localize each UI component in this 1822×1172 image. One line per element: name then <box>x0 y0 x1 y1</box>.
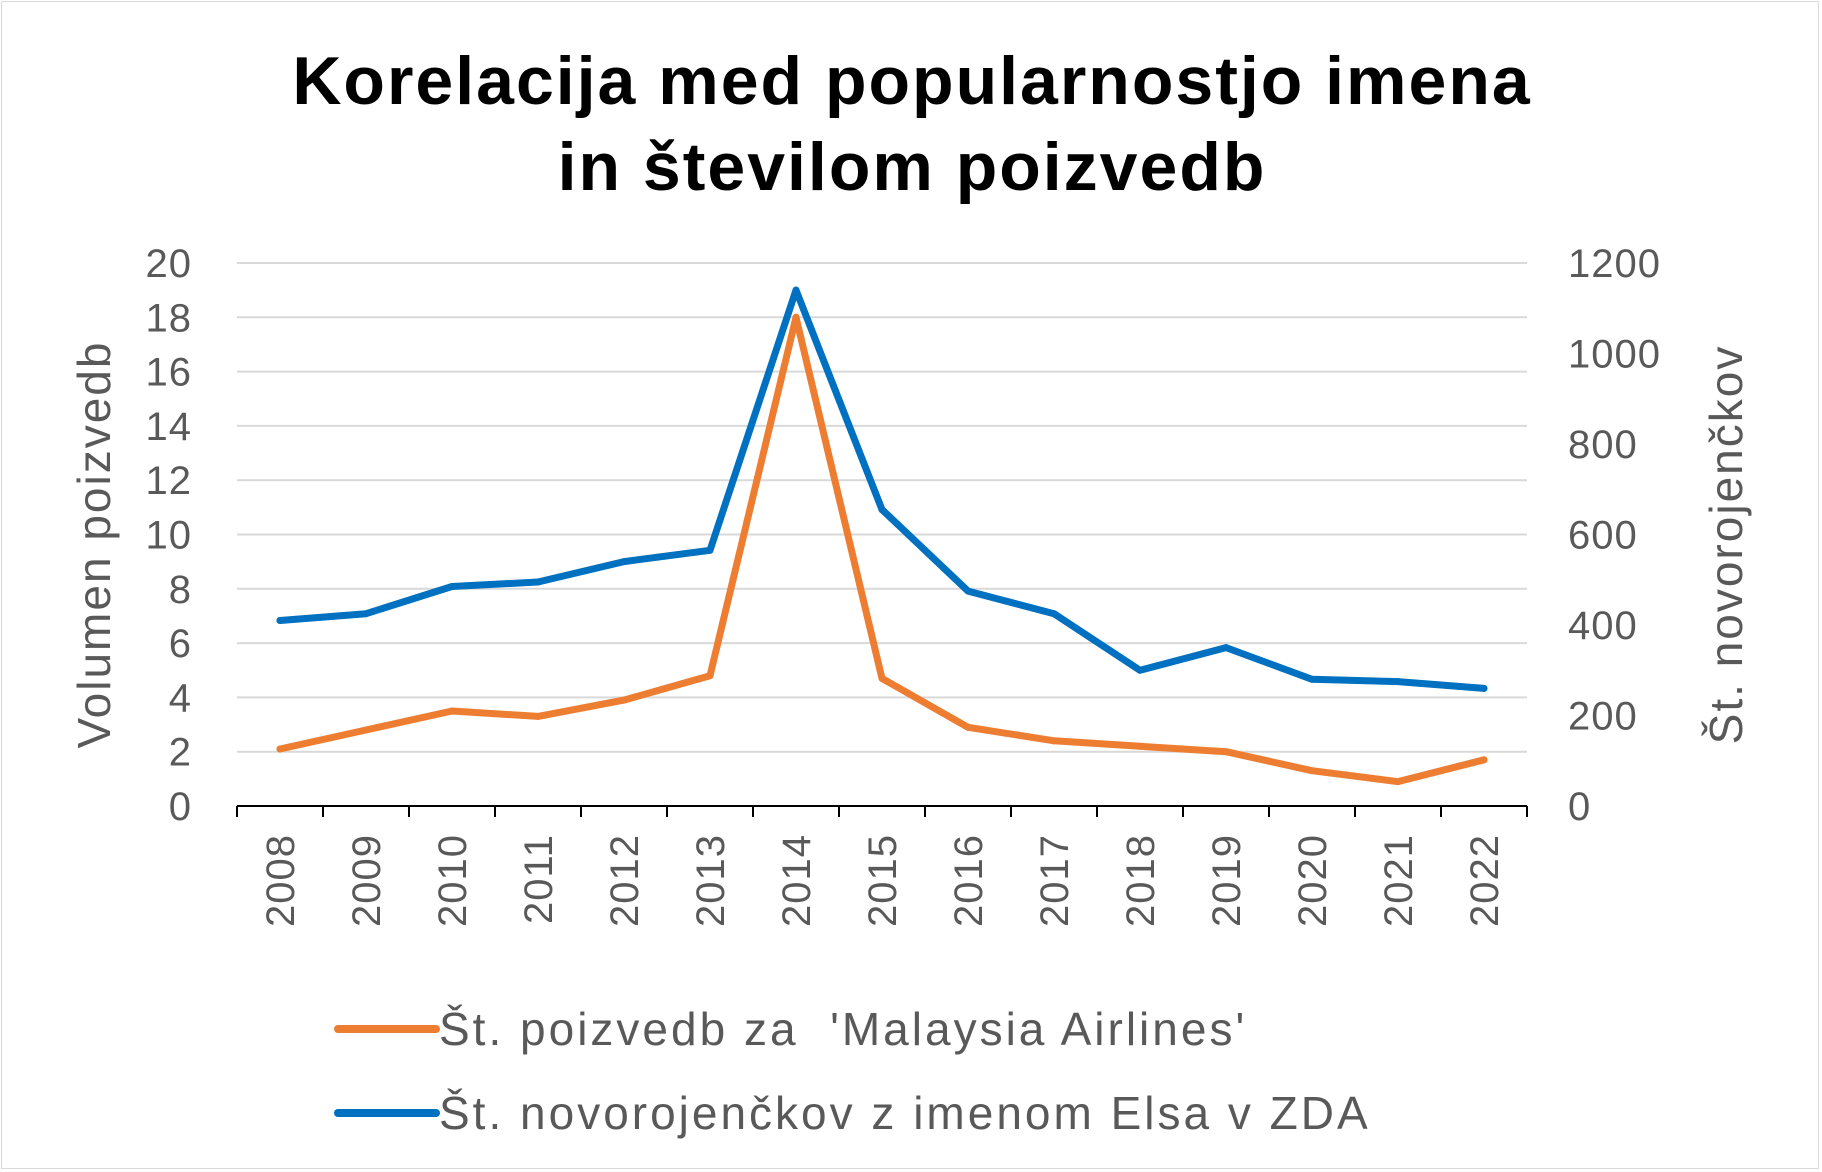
x-tick-label: 2019 <box>1205 834 1249 927</box>
left-tick-label: 0 <box>169 785 192 829</box>
legend-label-1: Št. poizvedb za 'Malaysia Airlines' <box>439 1003 1247 1055</box>
series-1-point <box>878 674 886 682</box>
series-1-point <box>1394 778 1402 786</box>
series-2-point <box>1394 678 1402 686</box>
right-tick-label: 800 <box>1568 423 1638 467</box>
series-1-point <box>792 313 800 321</box>
x-tick-label: 2021 <box>1377 834 1421 927</box>
left-tick-label: 10 <box>146 514 193 558</box>
right-tick-label: 600 <box>1568 514 1638 558</box>
x-tick-label: 2020 <box>1291 834 1335 927</box>
x-tick-label: 2008 <box>259 834 303 927</box>
x-tick-label: 2016 <box>947 834 991 927</box>
left-axis-title: Volumen poizvedb <box>68 341 120 749</box>
series-1-point <box>620 696 628 704</box>
x-tick-label: 2011 <box>517 834 561 924</box>
series-2-point <box>792 286 800 294</box>
series-1-point <box>448 707 456 715</box>
left-tick-label: 2 <box>169 731 192 775</box>
right-axis-ticks: 0 200 400 600 800 1000 1200 <box>1568 242 1661 829</box>
series-lines <box>276 286 1488 786</box>
series-1-point <box>964 723 972 731</box>
left-tick-label: 8 <box>169 568 192 612</box>
left-tick-label: 4 <box>169 676 192 720</box>
series-2-point <box>1480 684 1488 692</box>
series-2-point <box>448 583 456 591</box>
series-1-point <box>706 672 714 680</box>
series-2-point <box>1308 675 1316 683</box>
series-1-point <box>276 745 284 753</box>
right-tick-label: 400 <box>1568 604 1638 648</box>
x-axis: 2008 2009 2010 2011 2012 2013 2014 2015 2016 2017… <box>236 805 1528 927</box>
series-2-point <box>534 578 542 586</box>
series-1-point <box>534 712 542 720</box>
left-tick-label: 18 <box>146 296 193 340</box>
left-tick-label: 12 <box>146 459 193 503</box>
right-tick-label: 1200 <box>1568 242 1661 286</box>
series-1-point <box>1480 756 1488 764</box>
chart-title-line-2: in številom poizvedb <box>558 129 1267 205</box>
x-tick-label: 2015 <box>861 834 905 927</box>
legend: Št. poizvedb za 'Malaysia Airlines' Št. n… <box>334 1003 1371 1139</box>
x-tick-label: 2009 <box>345 834 389 927</box>
series-2-point <box>964 587 972 595</box>
series-2-point <box>878 506 886 514</box>
series-2-point <box>276 616 284 624</box>
series-1-point <box>362 726 370 734</box>
x-tick-label: 2017 <box>1033 834 1077 927</box>
series-1-point <box>1050 737 1058 745</box>
left-axis-ticks: 0 2 4 6 8 10 12 14 16 18 20 <box>146 242 193 829</box>
series-1-point <box>1222 748 1230 756</box>
legend-label-2: Št. novorojenčkov z imenom Elsa v ZDA <box>439 1087 1371 1139</box>
series-2-point <box>362 610 370 618</box>
x-tick-label: 2013 <box>689 834 733 927</box>
right-tick-label: 1000 <box>1568 333 1661 377</box>
right-tick-label: 0 <box>1568 785 1591 829</box>
x-tick-label: 2012 <box>603 834 647 927</box>
right-tick-label: 200 <box>1568 695 1638 739</box>
series-2-point <box>1050 610 1058 618</box>
series-line-1 <box>276 313 1488 786</box>
left-tick-label: 14 <box>146 405 193 449</box>
x-tick-label: 2010 <box>431 834 475 927</box>
series-1-point <box>1136 742 1144 750</box>
series-line-2 <box>276 286 1488 692</box>
series-2-point <box>1136 666 1144 674</box>
x-tick-label: 2018 <box>1119 834 1163 927</box>
series-1-point <box>1308 767 1316 775</box>
left-tick-label: 16 <box>146 351 193 395</box>
x-tick-label: 2014 <box>775 834 819 927</box>
x-tick-label: 2022 <box>1463 834 1507 927</box>
left-tick-label: 20 <box>146 242 193 286</box>
left-tick-label: 6 <box>169 622 192 666</box>
series-2-point <box>706 546 714 554</box>
right-axis-title: Št. novorojenčkov <box>1700 345 1752 745</box>
series-2-point <box>620 558 628 566</box>
series-2-point <box>1222 644 1230 652</box>
chart-title-line-1: Korelacija med popularnostjo imena <box>292 43 1531 119</box>
